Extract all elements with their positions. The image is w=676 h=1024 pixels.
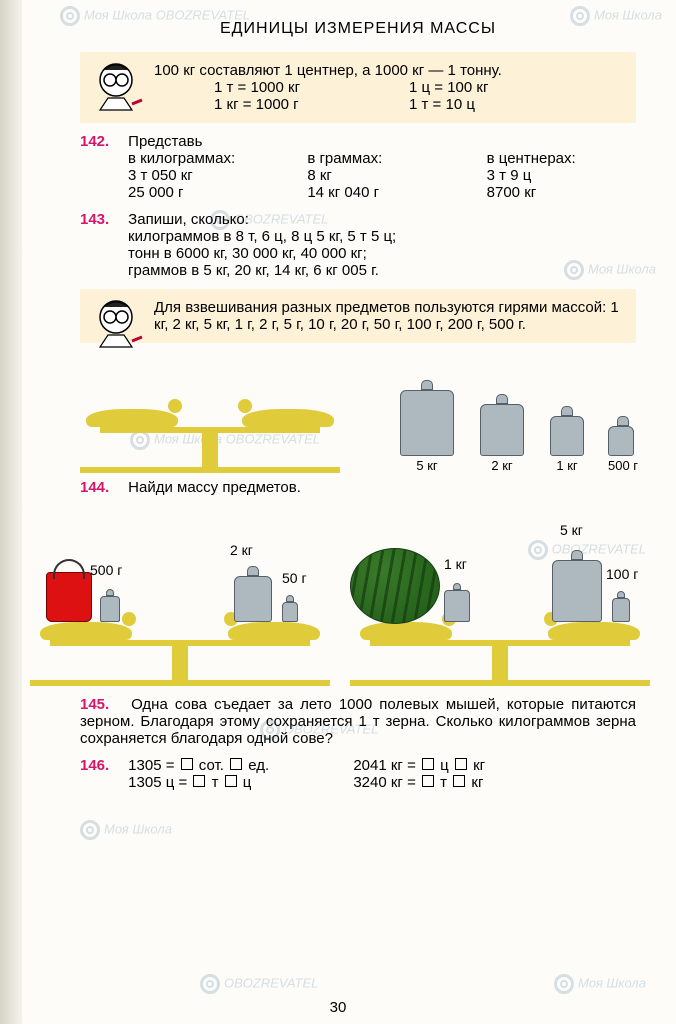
task-144: 144. Найди массу предметов.: [80, 479, 636, 496]
cell: 8700 кг: [487, 184, 636, 201]
watermelon-icon: [350, 548, 440, 624]
line: граммов в 5 кг, 20 кг, 14 кг, 6 кг 005 г…: [128, 262, 636, 279]
figure-scale-weights: 5 кг 2 кг 1 кг 500 г: [80, 353, 636, 473]
eq: 1 кг = 1000 г: [214, 96, 379, 113]
task-word: Представь: [128, 133, 202, 150]
col-head: в граммах:: [307, 150, 456, 167]
cell: 8 кг: [307, 167, 456, 184]
task-text: Одна сова съедает за лето 1000 полевых м…: [80, 696, 636, 747]
eq-line: 1305 = сот. ед.: [128, 757, 269, 774]
blank-box-icon: [453, 775, 465, 787]
line: килограммов в 8 т, 6 ц, 8 ц 5 кг, 5 т 5 …: [128, 228, 636, 245]
info-box-weights: Для взвешивания разных предметов пользую…: [80, 289, 636, 343]
task-number: 143.: [80, 211, 124, 228]
weight-label: 500 г: [608, 458, 638, 473]
task-143: 143. Запиши, сколько: килограммов в 8 т,…: [80, 211, 636, 279]
task-number: 142.: [80, 133, 124, 150]
eq-line: 2041 кг = ц кг: [353, 757, 485, 774]
task-146: 146. 1305 = сот. ед. 1305 ц = т ц 2041 к…: [80, 757, 636, 791]
eq: 1 ц = 100 кг: [409, 79, 574, 96]
watermark: Моя Школа: [80, 820, 172, 840]
blank-box-icon: [193, 775, 205, 787]
task-number: 145.: [80, 696, 124, 713]
task-142: 142. Представь в килограммах: 3 т 050 кг…: [80, 133, 636, 201]
cell: 3 т 9 ц: [487, 167, 636, 184]
blank-box-icon: [455, 758, 467, 770]
eq: 1 т = 1000 кг: [214, 79, 379, 96]
blank-box-icon: [230, 758, 242, 770]
task-number: 146.: [80, 757, 124, 774]
task-head: Найди массу предметов.: [128, 479, 301, 496]
weight-label: 100 г: [606, 566, 638, 582]
eq-line: 3240 кг = т кг: [353, 774, 485, 791]
eq: 1 т = 10 ц: [409, 96, 574, 113]
weight-label: 1 кг: [444, 556, 467, 572]
line: тонн в 6000 кг, 30 000 кг, 40 000 кг;: [128, 245, 636, 262]
weight-label: 500 г: [90, 562, 122, 578]
blank-box-icon: [422, 758, 434, 770]
watermark: OBOZREVATEL: [200, 974, 318, 994]
cell: 25 000 г: [128, 184, 277, 201]
col-head: в центнерах:: [487, 150, 636, 167]
task-number: 144.: [80, 479, 124, 496]
page-number: 30: [0, 999, 676, 1016]
blank-box-icon: [422, 775, 434, 787]
blank-box-icon: [225, 775, 237, 787]
weight-label: 5 кг: [560, 522, 583, 538]
professor-icon: [88, 295, 144, 351]
weight-label: 1 кг: [550, 458, 584, 473]
weight-label: 2 кг: [230, 542, 253, 558]
blank-box-icon: [181, 758, 193, 770]
weight-label: 2 кг: [480, 458, 524, 473]
info-text: Для взвешивания разных предметов пользую…: [154, 299, 622, 333]
page-title: ЕДИНИЦЫ ИЗМЕРЕНИЯ МАССЫ: [80, 20, 636, 38]
info-box-units: 100 кг составляют 1 центнер, а 1000 кг —…: [80, 52, 636, 123]
task-head: Запиши, сколько:: [128, 211, 249, 228]
cell: 3 т 050 кг: [128, 167, 277, 184]
eq-line: 1305 ц = т ц: [128, 774, 269, 791]
professor-icon: [88, 58, 144, 114]
cell: 14 кг 040 г: [307, 184, 456, 201]
watermark: Моя Школа: [554, 974, 646, 994]
weight-label: 5 кг: [400, 458, 454, 473]
col-head: в килограммах:: [128, 150, 277, 167]
info-line: 100 кг составляют 1 центнер, а 1000 кг —…: [154, 62, 622, 79]
figure-balances: 500 г 2 кг 50 г 1 кг 5 кг 100 г: [30, 506, 650, 686]
task-145: 145. Одна сова съедает за лето 1000 поле…: [80, 696, 636, 747]
bucket-icon: [46, 572, 92, 622]
weight-label: 50 г: [282, 570, 307, 586]
